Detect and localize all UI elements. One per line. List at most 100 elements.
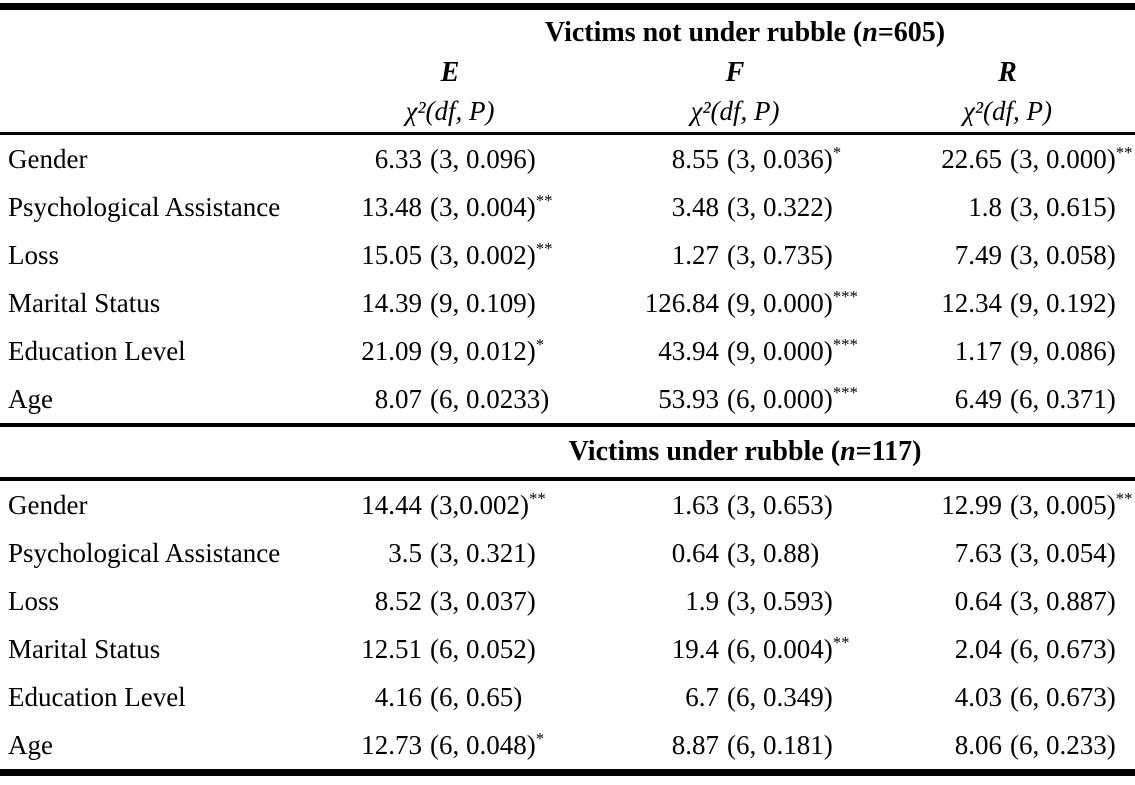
value-cell-r: 1.8 (3, 0.615) [880,183,1135,231]
table-row: Loss 15.05 (3, 0.002)** 1.27 (3, 0.735) 7.… [0,231,1135,279]
df-p-value: (6, 0.000) [727,384,833,414]
df-p-value: (9, 0.109) [430,288,536,318]
value-cell-f: 6.7 (6, 0.349) [590,673,880,721]
df-p-value: (9, 0.192) [1010,288,1116,318]
significance-stars: * [535,335,545,354]
chi-square-value: 14.44 [361,490,422,520]
df-p-value: (3, 0.037) [430,586,536,616]
df-p-value: (9, 0.000) [727,288,833,318]
df-p-value: (3, 0.593) [727,586,833,616]
df-p-value: (9, 0.086) [1010,336,1116,366]
table-row: Gender 14.44 (3,0.002)** 1.63 (3, 0.653) 1… [0,479,1135,529]
chi-square-value: 6.49 [954,384,1002,414]
chi-square-value: 3.5 [388,538,422,568]
df-p-value: (3, 0.321) [430,538,536,568]
chi-square-value: 12.51 [361,634,422,664]
df-p-value: (6, 0.65) [430,682,523,712]
value-cell-r: 4.03 (6, 0.673) [880,673,1135,721]
value-cell-e: 8.52 (3, 0.037) [310,577,590,625]
chi-square-value: 22.65 [941,144,1002,174]
df-p-value: (3, 0.322) [727,192,833,222]
row-label: Loss [8,585,60,616]
df-p-value: (6, 0.673) [1010,682,1116,712]
section-title-text: Victims not under rubble ( [544,17,863,48]
value-cell-r: 2.04 (6, 0.673) [880,625,1135,673]
df-p-value: (3, 0.615) [1010,192,1116,222]
value-cell-r: 12.99 (3, 0.005)** [880,479,1135,529]
df-p-value: (6, 0.004) [727,634,833,664]
chi-square-value: 1.63 [671,490,719,520]
value-cell-f: 8.55 (3, 0.036)* [590,134,880,184]
chi-square-value: 2.04 [954,634,1002,664]
df-p-value: (3, 0.004) [430,192,536,222]
df-p-value: (3,0.002) [430,490,529,520]
row-label: Loss [8,239,60,270]
table-row: Psychological Assistance 3.5 (3, 0.321) 0… [0,529,1135,577]
significance-stars: *** [832,335,858,354]
section-title-n-value: =117) [855,436,922,467]
value-cell-r: 8.06 (6, 0.233) [880,721,1135,773]
value-cell-f: 1.63 (3, 0.653) [590,479,880,529]
chi-square-value: 1.8 [968,192,1002,222]
chi-square-value: 19.4 [671,634,719,664]
table-row: Loss 8.52 (3, 0.037) 1.9 (3, 0.593) 0.64 (3… [0,577,1135,625]
table-row: Education Level 21.09 (9, 0.012)* 43.94 (9… [0,327,1135,375]
chi-square-value: 12.99 [941,490,1002,520]
table-row: Age 12.73 (6, 0.048)* 8.87 (6, 0.181) 8.06… [0,721,1135,773]
value-cell-e: 14.39 (9, 0.109) [310,279,590,327]
value-cell-e: 21.09 (9, 0.012)* [310,327,590,375]
df-p-value: (6, 0.048) [430,730,536,760]
section-title-text: Victims under rubble ( [568,436,841,467]
row-label: Psychological Assistance [8,191,281,222]
row-label: Gender [8,143,88,174]
value-cell-f: 8.87 (6, 0.181) [590,721,880,773]
column-header-f: F [725,57,745,88]
section-title-n-value: =605) [877,17,946,48]
section-header-row: Victims not under rubble (n=605) [0,7,1135,57]
chi-square-value: 4.16 [374,682,422,712]
chi-square-results-table: Victims not under rubble (n=605) E F R χ… [0,3,1135,776]
chi-square-value: 8.06 [954,730,1002,760]
value-cell-e: 4.16 (6, 0.65) [310,673,590,721]
df-p-value: (6, 0.371) [1010,384,1116,414]
chi-square-value: 15.05 [361,240,422,270]
df-p-value: (3, 0.002) [430,240,536,270]
significance-stars: ** [528,489,546,508]
chi-square-value: 8.87 [671,730,719,760]
chi-square-value: 43.94 [658,336,719,366]
value-cell-r: 7.63 (3, 0.054) [880,529,1135,577]
section-title: Victims not under rubble (n=605) [310,7,1135,57]
chi-square-value: 7.63 [954,538,1002,568]
df-p-value: (6, 0.052) [430,634,536,664]
chi-square-value: 8.55 [671,144,719,174]
chi-square-value: 0.64 [954,586,1002,616]
value-cell-r: 12.34 (9, 0.192) [880,279,1135,327]
df-p-value: (6, 0.673) [1010,634,1116,664]
df-p-value: (3, 0.005) [1010,490,1116,520]
df-p-value: (6, 0.0233) [430,384,550,414]
table-row: Age 8.07 (6, 0.0233) 53.93 (6, 0.000)*** 6… [0,375,1135,425]
chi-square-value: 6.33 [374,144,422,174]
chi-square-value: 1.17 [954,336,1002,366]
value-cell-r: 6.49 (6, 0.371) [880,375,1135,425]
chi-square-value: 53.93 [658,384,719,414]
df-p-value: (3, 0.036) [727,144,833,174]
row-label: Marital Status [8,287,161,318]
df-p-value: (6, 0.349) [727,682,833,712]
chi-square-value: 14.39 [361,288,422,318]
value-cell-r: 22.65 (3, 0.000)** [880,134,1135,184]
row-label: Psychological Assistance [8,537,281,568]
df-p-value: (3, 0.096) [430,144,536,174]
value-cell-r: 1.17 (9, 0.086) [880,327,1135,375]
df-p-value: (3, 0.058) [1010,240,1116,270]
value-cell-e: 14.44 (3,0.002)** [310,479,590,529]
chi-square-value: 126.84 [644,288,719,318]
value-cell-r: 7.49 (3, 0.058) [880,231,1135,279]
significance-stars: ** [535,239,553,258]
chi-square-value: 12.34 [941,288,1002,318]
row-label: Education Level [8,681,186,712]
chi-df-p-header-f: χ²(df, P) [690,95,780,126]
row-label: Education Level [8,335,186,366]
column-header-r: R [998,57,1017,88]
table-row: Marital Status 14.39 (9, 0.109) 126.84 (9,… [0,279,1135,327]
